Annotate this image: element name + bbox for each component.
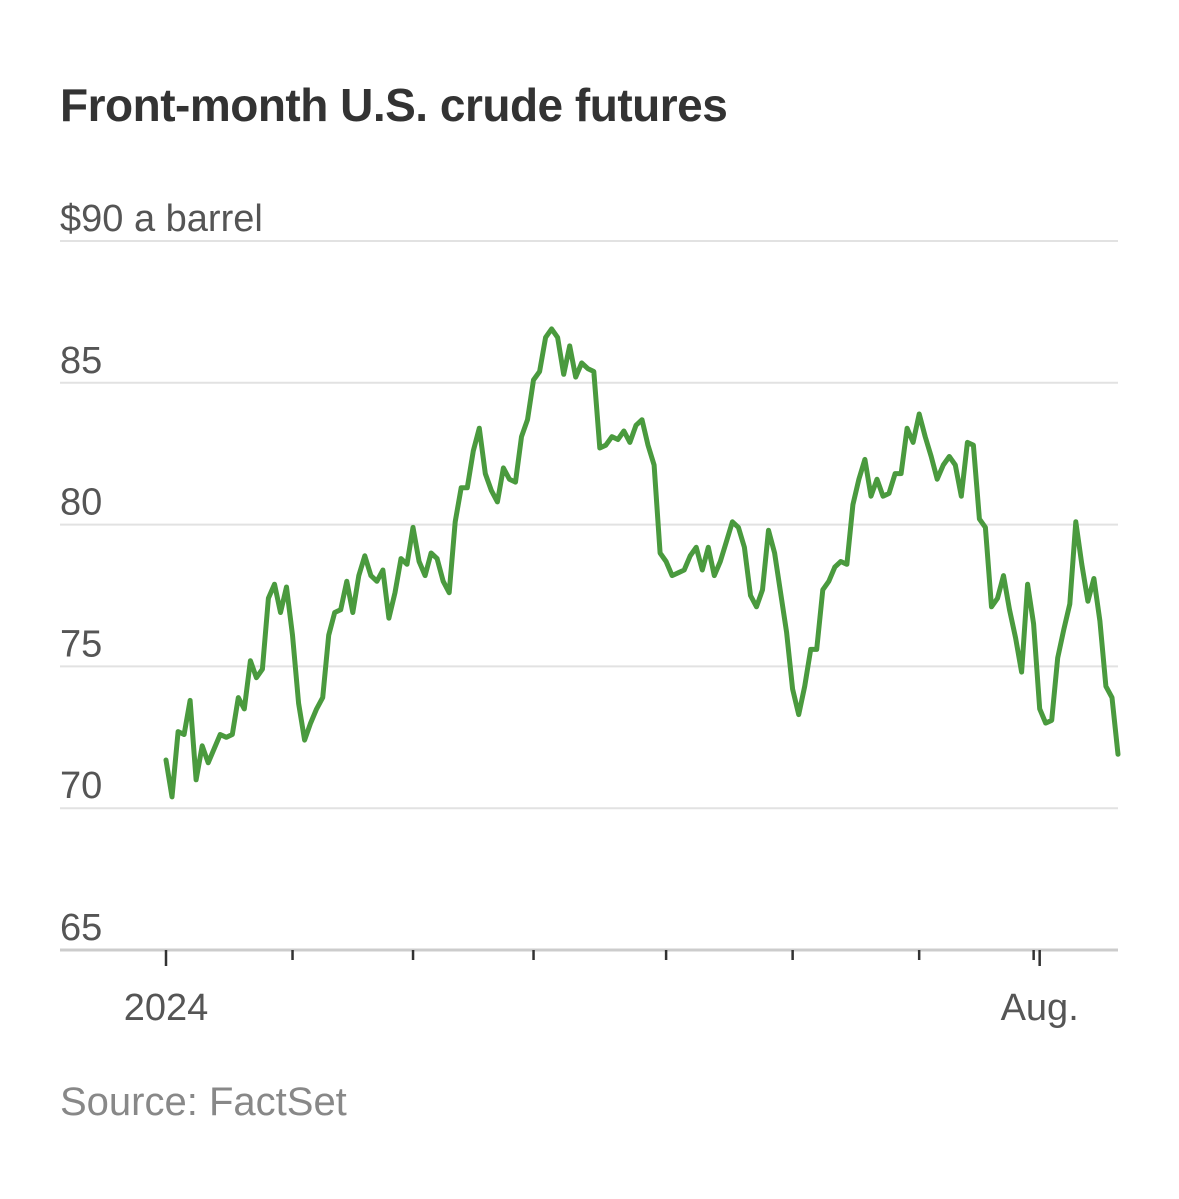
y-tick-label: 70 bbox=[60, 765, 102, 807]
x-tick-label: 2024 bbox=[124, 987, 209, 1029]
y-tick-label: 80 bbox=[60, 482, 102, 524]
y-tick-label: 85 bbox=[60, 340, 102, 382]
x-tick-label: Aug. bbox=[1001, 987, 1079, 1029]
chart-plot: $90 a barrel 85 80 75 70 65 2024 Aug. bbox=[60, 198, 1121, 1029]
y-tick-label: 75 bbox=[60, 623, 102, 665]
price-series-line bbox=[163, 326, 1121, 800]
chart-title: Front-month U.S. crude futures bbox=[60, 79, 728, 131]
y-tick-label: 65 bbox=[60, 907, 102, 949]
y-tick-label: $90 a barrel bbox=[60, 198, 263, 240]
source-note: Source: FactSet bbox=[60, 1080, 347, 1124]
